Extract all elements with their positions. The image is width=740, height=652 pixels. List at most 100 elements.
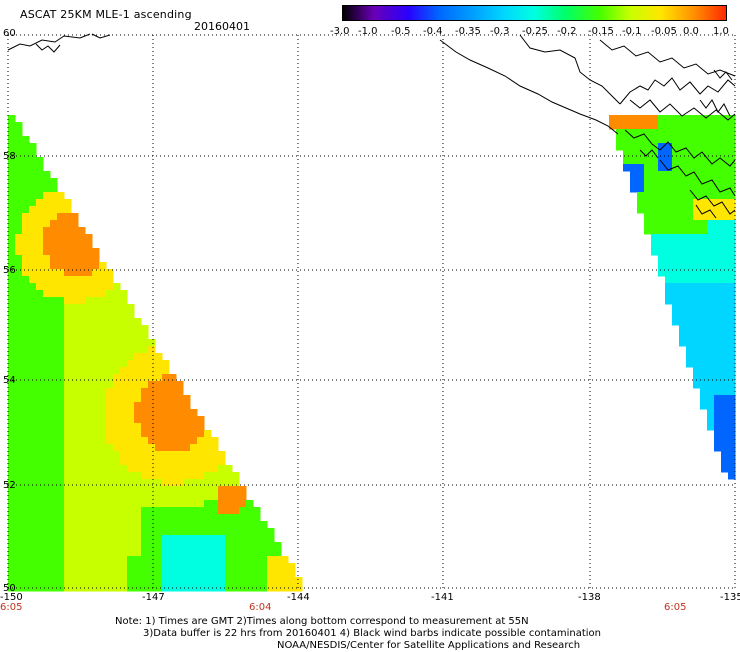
swath-cell <box>148 507 156 515</box>
swath-cell <box>78 563 86 571</box>
swath-cell <box>714 241 722 249</box>
chart-date: 20160401 <box>194 20 250 33</box>
swath-cell <box>15 164 23 172</box>
swath-cell <box>43 388 51 396</box>
swath-cell <box>218 584 226 592</box>
swath-cell <box>50 500 58 508</box>
swath-cell <box>148 493 156 501</box>
swath-cell <box>36 248 44 256</box>
swath-cell <box>29 395 37 403</box>
swath-cell <box>71 283 79 291</box>
swath-cell <box>672 206 680 214</box>
swath-cell <box>113 500 121 508</box>
swath-cell <box>155 486 163 494</box>
swath-cell <box>64 402 72 410</box>
swath-cell <box>50 423 58 431</box>
swath-cell <box>267 570 275 578</box>
swath-cell <box>8 563 16 571</box>
swath-cell <box>204 570 212 578</box>
swath-cell <box>29 458 37 466</box>
swath-cell <box>29 213 37 221</box>
swath-cell <box>57 192 65 200</box>
swath-cell <box>679 122 687 130</box>
swath-cell <box>204 479 212 487</box>
swath-cell <box>8 115 16 123</box>
swath-cell <box>99 535 107 543</box>
swath-cell <box>686 122 694 130</box>
swath-cell <box>22 423 30 431</box>
swath-cell <box>141 381 149 389</box>
swath-cell <box>120 304 128 312</box>
swath-cell <box>693 206 701 214</box>
swath-cell <box>120 493 128 501</box>
swath-cell <box>700 220 708 228</box>
swath-cell <box>92 584 100 592</box>
swath-cell <box>92 332 100 340</box>
swath-cell <box>71 220 79 228</box>
swath-cell <box>22 381 30 389</box>
swath-cell <box>728 325 736 333</box>
swath-cell <box>246 584 254 592</box>
swath-cell <box>8 283 16 291</box>
swath-cell <box>113 402 121 410</box>
swath-cell <box>22 409 30 417</box>
swath-cell <box>29 262 37 270</box>
swath-cell <box>50 178 58 186</box>
swath-cell <box>183 577 191 585</box>
swath-cell <box>127 556 135 564</box>
swath-cell <box>197 563 205 571</box>
swath-cell <box>693 199 701 207</box>
swath-cell <box>169 395 177 403</box>
swath-cell <box>148 521 156 529</box>
swath-cell <box>99 556 107 564</box>
swath-cell <box>8 178 16 186</box>
swath-cell <box>71 409 79 417</box>
swath-cell <box>288 563 296 571</box>
swath-cell <box>162 465 170 473</box>
swath-cell <box>113 297 121 305</box>
swath-cell <box>106 542 114 550</box>
swath-cell <box>85 276 93 284</box>
swath-cell <box>700 234 708 242</box>
swath-cell <box>679 304 687 312</box>
swath-cell <box>57 353 65 361</box>
swath-cell <box>15 234 23 242</box>
swath-cell <box>92 472 100 480</box>
swath-cell <box>127 500 135 508</box>
swath-cell <box>85 402 93 410</box>
swath-cell <box>36 500 44 508</box>
swath-cell <box>239 500 247 508</box>
swath-cell <box>176 388 184 396</box>
swath-cell <box>721 290 729 298</box>
swath-cell <box>71 521 79 529</box>
swath-cell <box>721 444 729 452</box>
swath-cell <box>162 402 170 410</box>
swath-cell <box>120 409 128 417</box>
swath-cell <box>22 206 30 214</box>
swath-cell <box>120 437 128 445</box>
swath-cell <box>8 535 16 543</box>
swath-cell <box>707 220 715 228</box>
swath-cell <box>22 185 30 193</box>
swath-cell <box>113 290 121 298</box>
swath-cell <box>106 339 114 347</box>
swath-cell <box>707 367 715 375</box>
swath-cell <box>92 430 100 438</box>
swath-cell <box>8 437 16 445</box>
swath-cell <box>281 577 289 585</box>
swath-cell <box>218 549 226 557</box>
swath-cell <box>64 395 72 403</box>
swath-cell <box>92 409 100 417</box>
swath-cell <box>57 381 65 389</box>
swath-cell <box>686 150 694 158</box>
swath-cell <box>43 577 51 585</box>
graticule <box>7 34 736 589</box>
swath-cell <box>29 451 37 459</box>
swath-cell <box>693 332 701 340</box>
swath-cell <box>176 507 184 515</box>
swath-cell <box>239 577 247 585</box>
swath-cell <box>106 430 114 438</box>
swath-cell <box>22 521 30 529</box>
swath-cell <box>183 528 191 536</box>
swath-cell <box>225 535 233 543</box>
